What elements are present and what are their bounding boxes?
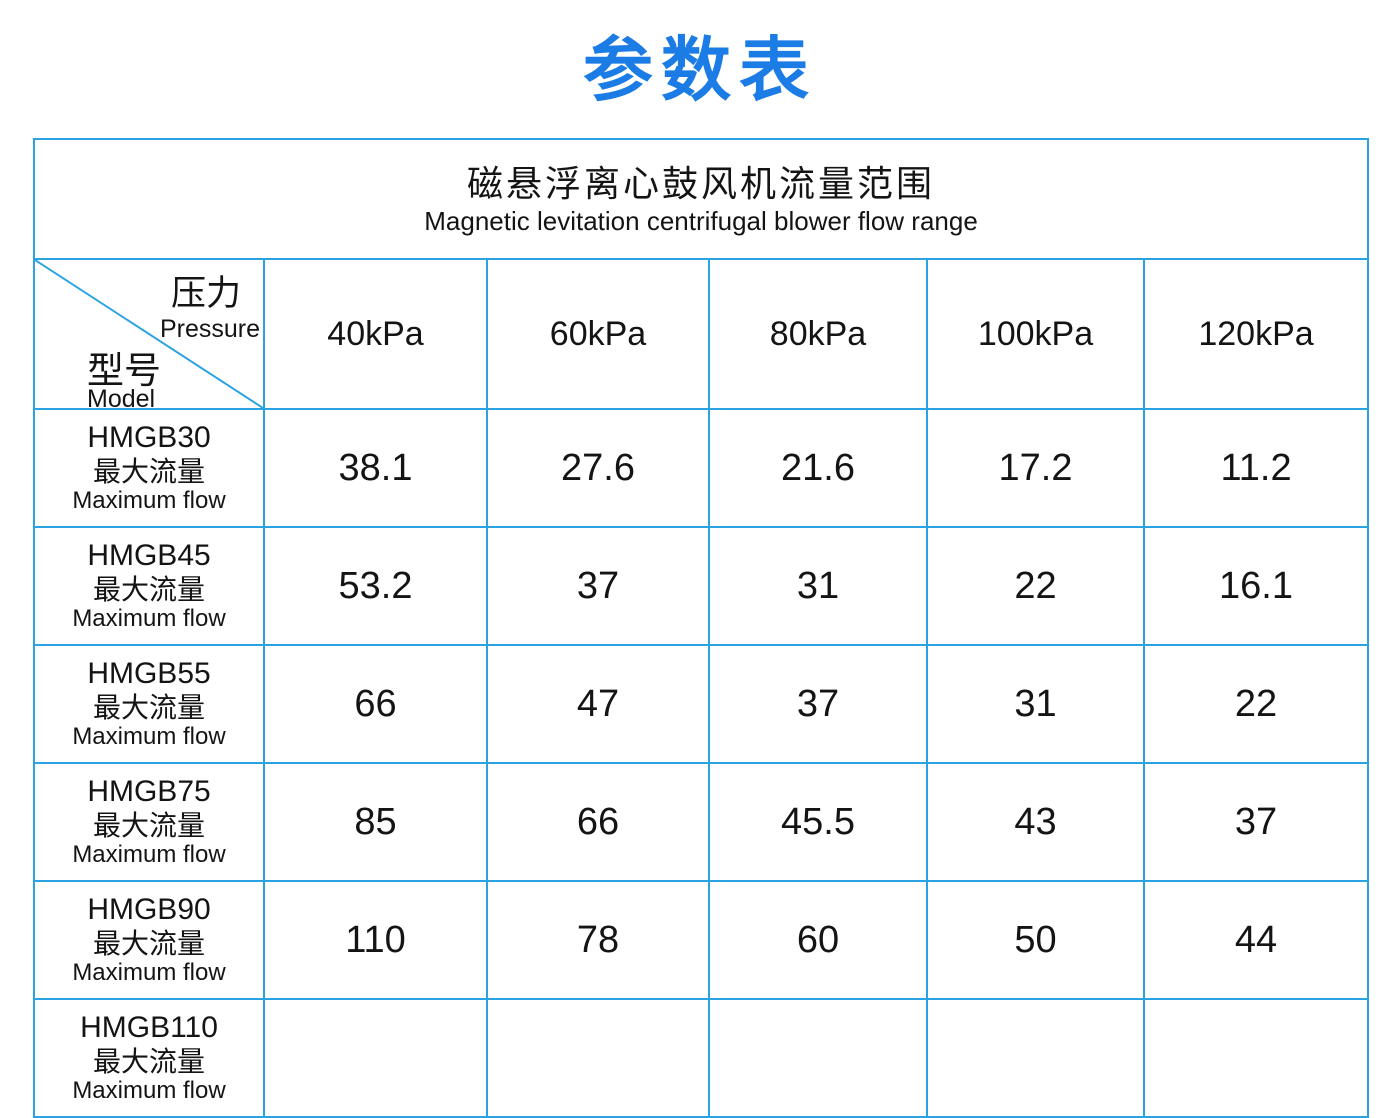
flow-value: 110 [263,880,488,1000]
max-flow-label-zh: 最大流量 [92,809,205,841]
diagonal-divider-line [36,261,262,407]
page-title: 参数表 [583,31,817,109]
flow-value [263,998,488,1118]
table-header-row: 压力 Pressure 型号 Model 40kPa 60kPa 80kPa 1… [33,258,1370,410]
flow-value: 16.1 [1142,526,1370,646]
flow-value: 11.2 [1142,408,1370,528]
flow-value: 22 [1142,644,1370,764]
max-flow-label-en: Maximum flow [72,723,226,751]
flow-value: 45.5 [708,762,928,882]
flow-value [926,998,1145,1118]
model-name: HMGB75 [87,775,211,809]
model-cell: HMGB110 最大流量 Maximum flow [33,998,265,1118]
flow-value: 38.1 [263,408,488,528]
max-flow-label-zh: 最大流量 [92,927,205,959]
pressure-header-60kpa: 60kPa [486,258,710,410]
flow-value: 66 [486,762,710,882]
model-name: HMGB110 [80,1011,218,1045]
corner-pressure-zh: 压力 [170,274,241,313]
flow-value: 53.2 [263,526,488,646]
flow-value: 60 [708,880,928,1000]
model-name: HMGB30 [87,421,211,455]
table-row-hmgb75: HMGB75 最大流量 Maximum flow 85 66 45.5 43 3… [33,762,1370,882]
flow-value: 78 [486,880,710,1000]
corner-pressure-en: Pressure [159,315,260,343]
table-row-hmgb110-partial: HMGB110 最大流量 Maximum flow [33,998,1370,1118]
flow-value: 47 [486,644,710,764]
max-flow-label-zh: 最大流量 [92,573,205,605]
table-title-zh: 磁悬浮离心鼓风机流量范围 [467,162,936,204]
max-flow-label-zh: 最大流量 [92,691,205,723]
table-row-hmgb55: HMGB55 最大流量 Maximum flow 66 47 37 31 22 [33,644,1370,764]
flow-value: 43 [926,762,1145,882]
max-flow-label-en: Maximum flow [72,959,226,987]
flow-value: 37 [1142,762,1370,882]
flow-value: 31 [708,526,928,646]
flow-value: 31 [926,644,1145,764]
flow-value: 50 [926,880,1145,1000]
corner-model-en: Model [87,385,156,409]
corner-model-zh: 型号 [87,350,161,391]
flow-value: 27.6 [486,408,710,528]
pressure-header-120kpa: 120kPa [1142,258,1370,410]
flow-value: 44 [1142,880,1370,1000]
flow-value: 37 [486,526,710,646]
flow-value: 21.6 [708,408,928,528]
table-row-hmgb45: HMGB45 最大流量 Maximum flow 53.2 37 31 22 1… [33,526,1370,646]
model-cell: HMGB30 最大流量 Maximum flow [33,408,265,528]
flow-value [486,998,710,1118]
flow-value: 17.2 [926,408,1145,528]
max-flow-label-en: Maximum flow [72,1077,226,1105]
table-title-row: 磁悬浮离心鼓风机流量范围 Magnetic levitation centrif… [32,138,1370,260]
corner-cell-pressure-model: 压力 Pressure 型号 Model [33,258,265,410]
model-name: HMGB90 [87,893,211,927]
flow-value [708,998,928,1118]
pressure-header-80kpa: 80kPa [708,258,928,410]
flow-value: 37 [708,644,928,764]
flow-value [1142,998,1370,1118]
table-title-cell: 磁悬浮离心鼓风机流量范围 Magnetic levitation centrif… [32,138,1370,260]
model-name: HMGB45 [87,539,211,573]
max-flow-label-en: Maximum flow [72,841,226,869]
table-row-hmgb30: HMGB30 最大流量 Maximum flow 38.1 27.6 21.6 … [33,408,1370,528]
pressure-header-100kpa: 100kPa [926,258,1145,410]
model-cell: HMGB45 最大流量 Maximum flow [33,526,265,646]
max-flow-label-zh: 最大流量 [92,455,205,487]
model-name: HMGB55 [87,657,211,691]
flow-value: 85 [263,762,488,882]
max-flow-label-en: Maximum flow [72,487,226,515]
model-cell: HMGB55 最大流量 Maximum flow [33,644,265,764]
flow-value: 66 [263,644,488,764]
max-flow-label-en: Maximum flow [72,605,226,633]
model-cell: HMGB90 最大流量 Maximum flow [33,880,265,1000]
pressure-header-40kpa: 40kPa [263,258,488,410]
flow-value: 22 [926,526,1145,646]
parameter-table: 磁悬浮离心鼓风机流量范围 Magnetic levitation centrif… [32,138,1370,1118]
max-flow-label-zh: 最大流量 [92,1045,205,1077]
table-row-hmgb90: HMGB90 最大流量 Maximum flow 110 78 60 50 44 [33,880,1370,1000]
model-cell: HMGB75 最大流量 Maximum flow [33,762,265,882]
table-title-en: Magnetic levitation centrifugal blower f… [424,205,978,236]
